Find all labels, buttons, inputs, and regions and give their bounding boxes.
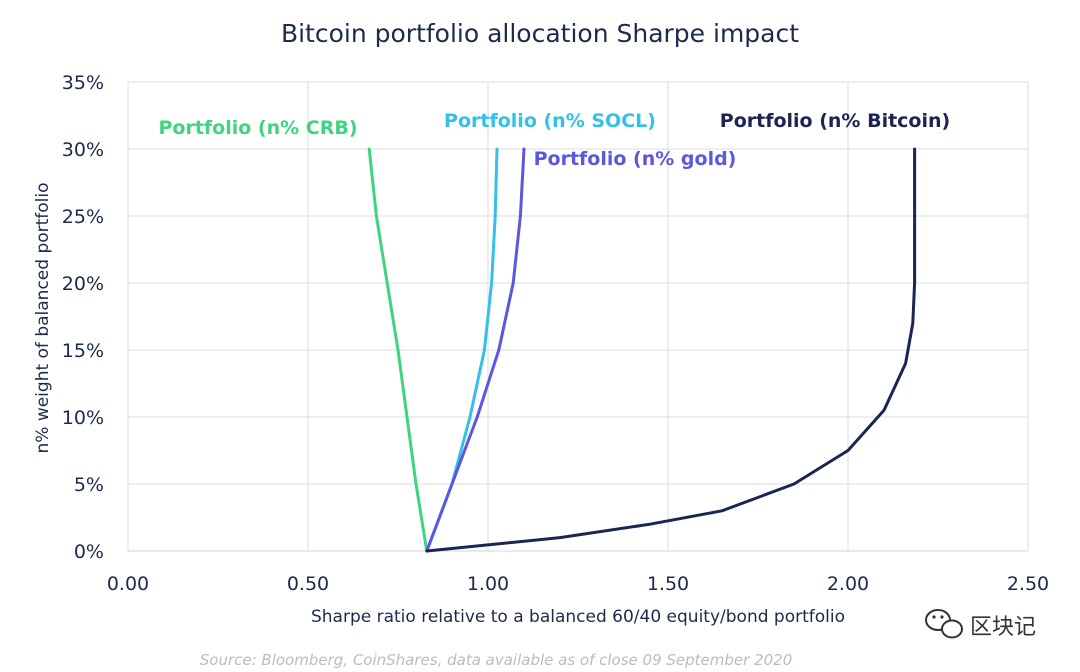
series-label-2: Portfolio (n% gold) (534, 148, 737, 170)
x-tick-label: 1.00 (467, 573, 509, 595)
series-line-0 (367, 147, 429, 553)
grid (127, 81, 1029, 552)
y-axis-title: n% weight of balanced portfolio (33, 182, 53, 453)
wechat-icon (925, 609, 963, 639)
series-label-1: Portfolio (n% SOCL) (444, 110, 656, 132)
y-tick-label: 10% (62, 407, 104, 429)
y-tick-label: 5% (74, 474, 104, 496)
series-line-3 (425, 147, 917, 553)
x-axis-title: Sharpe ratio relative to a balanced 60/4… (311, 607, 845, 627)
x-tick-label: 0.50 (287, 573, 329, 595)
y-tick-label: 30% (62, 139, 104, 161)
source-note: Source: Bloomberg, CoinShares, data avai… (200, 651, 793, 669)
x-tick-label: 0.00 (107, 573, 149, 595)
watermark-text: 区块记 (970, 615, 1036, 640)
chart-title: Bitcoin portfolio allocation Sharpe impa… (281, 19, 799, 48)
y-tick-label: 15% (62, 340, 104, 362)
x-tick-label: 2.00 (827, 573, 869, 595)
series-line-2 (425, 147, 526, 553)
x-tick-label: 2.50 (1007, 573, 1049, 595)
series-labels: Portfolio (n% CRB) Portfolio (n% SOCL) Por… (158, 110, 950, 170)
watermark: 区块记 (925, 609, 1036, 640)
y-tick-label: 35% (62, 72, 104, 94)
axes: 0% 5% 10% 15% 20% 25% 30% 35% 0.00 0.50 1.00 1.50 2.… (62, 72, 1049, 595)
y-tick-label: 20% (62, 273, 104, 295)
series-label-3: Portfolio (n% Bitcoin) (720, 110, 950, 132)
y-tick-label: 0% (74, 541, 104, 563)
y-tick-label: 25% (62, 206, 104, 228)
series-lines (367, 147, 917, 553)
x-tick-label: 1.50 (647, 573, 689, 595)
series-label-0: Portfolio (n% CRB) (158, 117, 357, 139)
